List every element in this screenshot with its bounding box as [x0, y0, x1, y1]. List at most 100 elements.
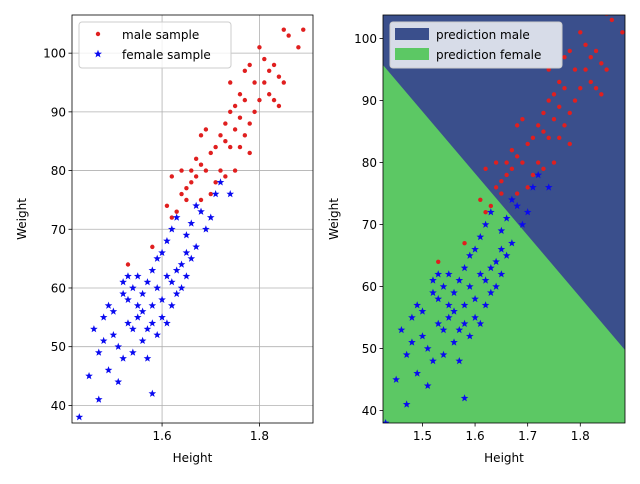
x-tick-label: 1.6: [466, 429, 485, 443]
female-point: [133, 272, 142, 280]
male-point: [150, 244, 155, 250]
male-point: [551, 160, 557, 165]
male-point: [525, 141, 530, 147]
right-ticks: 1.5 1.6 1.7 1.8 40 50 60 70 80 90 100: [354, 32, 590, 443]
male-point: [535, 160, 541, 165]
female-point: [481, 220, 490, 228]
left-legend-box: [78, 21, 232, 69]
female-point: [460, 319, 469, 328]
female-point: [450, 288, 458, 297]
female-point: [487, 288, 495, 297]
female-point: [143, 325, 152, 333]
male-point: [228, 80, 233, 85]
male-point: [189, 180, 194, 185]
male-point: [514, 154, 520, 159]
male-point: [179, 191, 184, 197]
x-tick-label: 1.7: [518, 429, 537, 443]
female-point: [216, 178, 225, 186]
female-point: [153, 254, 162, 262]
female-point: [434, 319, 443, 328]
female-point: [109, 307, 118, 315]
female-point: [481, 301, 490, 309]
female-point: [492, 257, 500, 266]
male-point: [223, 121, 228, 126]
female-point: [168, 278, 176, 286]
female-point: [168, 225, 176, 233]
male-point: [541, 110, 546, 116]
legend-male-label: male sample: [122, 28, 199, 42]
female-point: [408, 338, 416, 346]
male-point: [578, 30, 583, 35]
female-point: [85, 372, 93, 380]
female-point: [544, 183, 553, 191]
female-point: [148, 301, 157, 309]
right-decision-regions: [383, 15, 625, 423]
female-point: [148, 319, 157, 327]
female-point: [211, 190, 220, 198]
male-point: [213, 144, 218, 150]
right-frame: [382, 14, 626, 424]
female-point: [187, 254, 196, 262]
male-point: [247, 121, 252, 126]
male-point: [504, 160, 509, 165]
female-point: [226, 190, 235, 198]
male-point: [436, 259, 441, 264]
legend-prediction-male-label: prediction male: [436, 28, 530, 42]
male-point: [232, 168, 238, 173]
male-point: [271, 97, 277, 103]
female-point: [124, 272, 132, 280]
male-point: [530, 135, 536, 140]
female-point: [168, 301, 176, 309]
female-point: [497, 270, 506, 278]
male-point: [213, 180, 218, 185]
female-point: [471, 294, 479, 303]
female-point: [90, 325, 98, 333]
male-point: [247, 62, 252, 68]
male-point: [193, 174, 199, 179]
female-point: [94, 348, 103, 356]
male-point: [514, 191, 520, 196]
male-point: [483, 166, 488, 171]
legend-female-marker: [94, 49, 102, 58]
female-point: [192, 242, 200, 251]
male-point: [499, 191, 504, 196]
male-point: [203, 127, 209, 132]
male-point: [525, 185, 530, 190]
male-point: [252, 80, 257, 85]
legend-male-marker: [95, 31, 101, 37]
right-legend-box: [389, 21, 563, 69]
male-point: [509, 147, 515, 153]
female-point: [434, 294, 443, 303]
male-point: [198, 197, 204, 203]
female-point: [119, 354, 127, 362]
male-point: [504, 172, 509, 178]
female-point: [481, 276, 490, 284]
male-point: [599, 61, 604, 66]
female-point: [114, 342, 123, 350]
female-point: [138, 289, 147, 298]
male-point: [567, 48, 572, 54]
female-point: [476, 232, 485, 241]
female-point: [529, 183, 537, 191]
male-point: [620, 30, 625, 35]
male-point: [604, 67, 609, 72]
female-point: [518, 220, 527, 228]
female-point: [172, 289, 181, 298]
female-point: [187, 219, 196, 227]
male-point: [572, 67, 578, 72]
male-point: [242, 68, 248, 73]
female-point: [492, 282, 500, 290]
y-tick-label: 70: [362, 218, 377, 232]
male-point: [562, 85, 567, 91]
male-point: [546, 98, 551, 103]
male-point: [557, 104, 562, 109]
female-point: [138, 336, 147, 345]
female-point: [119, 278, 127, 286]
left-legend: male sample female sample: [78, 21, 232, 69]
female-point: [497, 226, 506, 235]
male-point: [593, 48, 599, 54]
female-point: [158, 295, 166, 303]
male-point: [583, 42, 588, 47]
male-point: [262, 80, 267, 85]
x-tick-label: 1.8: [250, 429, 269, 443]
